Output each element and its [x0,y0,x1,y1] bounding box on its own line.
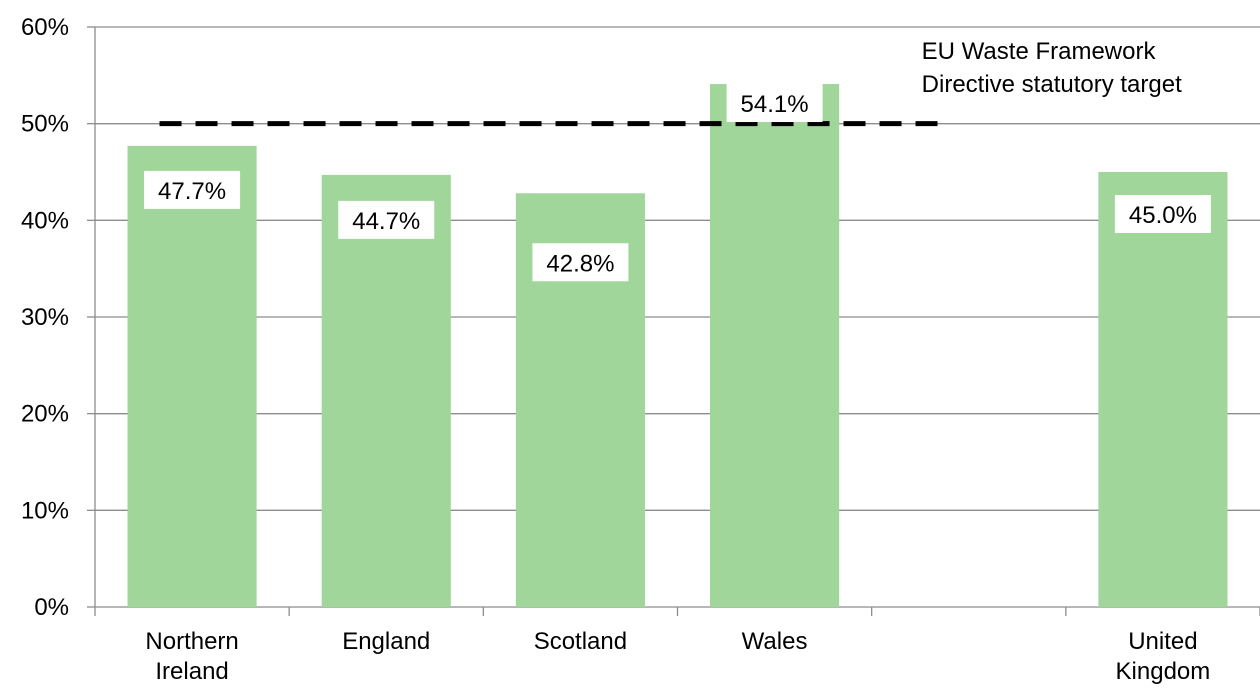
category-label: Ireland [155,658,228,685]
bar [321,174,451,607]
category-labels: Northern Ireland England Scotland Wales Unite… [145,628,1210,685]
data-labels: 47.7% 44.7% 42.8% 54.1% 45.0% [144,84,1211,282]
bar [710,84,840,608]
data-label: 47.7% [158,178,226,205]
gridlines [95,26,1260,511]
bar [127,145,257,607]
data-label: 45.0% [1129,202,1197,229]
y-tick-label: 20% [21,401,69,428]
y-tick-label: 30% [21,304,69,331]
data-label-box [726,84,823,123]
y-tick-label: 40% [21,207,69,234]
y-tick-label: 50% [21,111,69,138]
y-tick-label: 10% [21,497,69,524]
bars [127,84,1228,608]
target-annotation-line: Directive statutory target [922,71,1182,98]
axes: 0% 10% 20% 30% 40% 50% 60% [21,14,1260,621]
category-label: Kingdom [1116,658,1211,685]
data-label: 42.8% [546,250,614,277]
y-tick-label: 0% [34,594,69,621]
data-label-box [532,243,629,282]
target-annotation: EU Waste Framework Directive statutory ta… [922,38,1182,98]
data-label: 44.7% [352,208,420,235]
category-label: Wales [742,628,808,655]
category-label: Scotland [534,628,627,655]
data-label-box [1114,195,1211,233]
bar [1098,172,1228,607]
category-label: United [1128,628,1197,655]
data-label: 54.1% [741,91,809,118]
y-tick-label: 60% [21,14,69,41]
category-label: Northern [145,628,238,655]
target-annotation-line: EU Waste Framework [922,38,1157,65]
category-label: England [342,628,430,655]
data-label-box [338,200,435,239]
data-label-box [144,170,241,209]
